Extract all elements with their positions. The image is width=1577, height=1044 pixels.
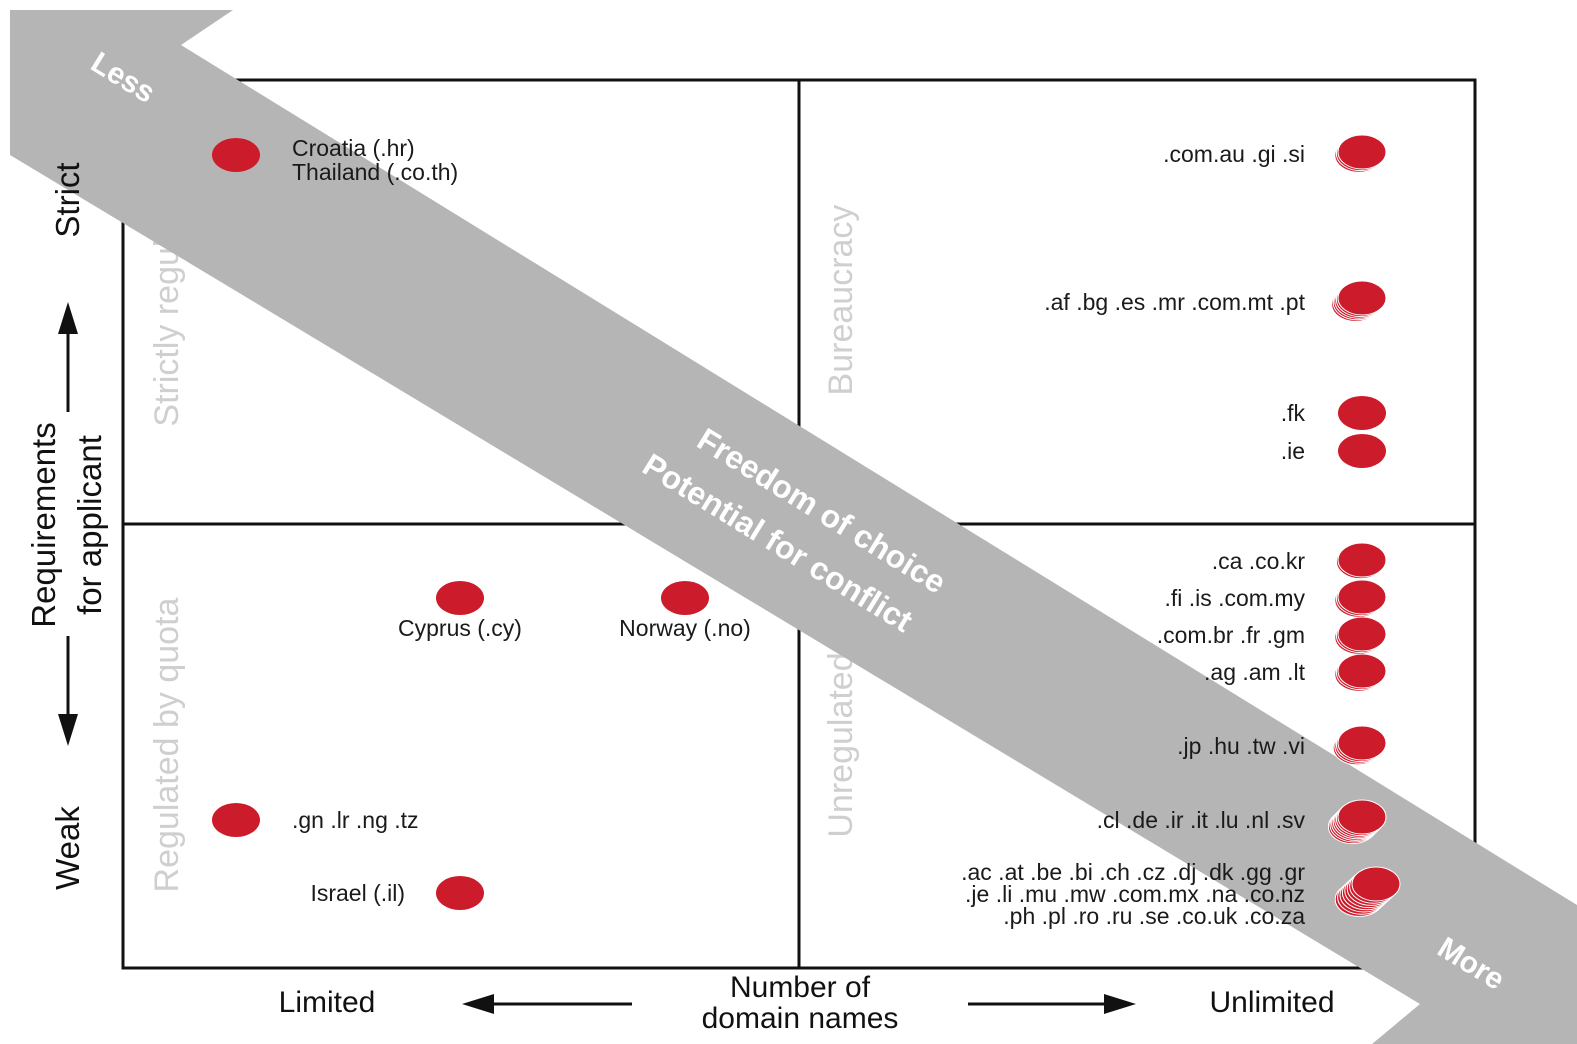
dot-com-br-group-disc: [1337, 616, 1387, 652]
x-axis-limited-label: Limited: [279, 986, 376, 1019]
arrow-up-icon: [58, 302, 78, 334]
label-big-group-line2: .je .li .mu .mw .com.mx .na .co.nz: [965, 881, 1305, 907]
y-axis-weak-label: Weak: [49, 806, 86, 890]
x-axis: Limited Unlimited Number of domain names: [279, 971, 1335, 1035]
quadrant-label-bureaucracy: Bureaucracy: [822, 205, 860, 396]
dot-big-group-disc: [1351, 866, 1401, 902]
label-af-group: .af .bg .es .mr .com.mt .pt: [1044, 289, 1305, 315]
dot-big-group: [1334, 866, 1401, 917]
dot-jp-group: [1332, 725, 1387, 766]
dot-fi-group: [1334, 579, 1387, 618]
label-ca-group: .ca .co.kr: [1212, 548, 1306, 574]
dot-fi-group-disc: [1337, 579, 1387, 615]
freedom-band: Less More Freedom of choice Potential fo…: [10, 10, 1577, 1044]
dot-ca-group: [1335, 542, 1387, 580]
label-com-au-group: .com.au .gi .si: [1163, 141, 1305, 167]
point-labels: Croatia (.hr) Thailand (.co.th) Cyprus (…: [292, 135, 1306, 929]
y-axis: Strict Weak Requirements for applicant: [25, 162, 108, 889]
label-ag-group: .ag .am .lt: [1204, 659, 1306, 685]
dot-gn-group-disc: [212, 803, 260, 837]
dot-norway-disc: [661, 581, 709, 615]
label-ie: .ie: [1281, 438, 1305, 464]
label-fi-group: .fi .is .com.my: [1164, 585, 1305, 611]
dot-com-au-group-disc: [1337, 134, 1387, 170]
band-arrow-shape: [10, 10, 1577, 1044]
dot-ag-group-disc: [1337, 653, 1387, 689]
dot-croatia-thailand-disc: [212, 138, 260, 172]
dot-com-br-group: [1334, 616, 1387, 655]
x-axis-title-line2: domain names: [702, 1002, 899, 1035]
x-axis-unlimited-label: Unlimited: [1209, 986, 1334, 1019]
dot-cl-group: [1327, 799, 1387, 845]
dot-fk: [1338, 396, 1386, 430]
dots-layer: [212, 134, 1401, 917]
dot-norway: [661, 581, 709, 615]
label-fk: .fk: [1281, 400, 1306, 426]
dot-cl-group-disc: [1337, 799, 1387, 835]
dot-ie: [1338, 434, 1386, 468]
dot-croatia-thailand: [212, 138, 260, 172]
dot-ca-group-disc: [1337, 542, 1387, 578]
label-thailand: Thailand (.co.th): [292, 159, 458, 185]
arrow-left-icon: [462, 994, 494, 1014]
label-cyprus: Cyprus (.cy): [398, 615, 522, 641]
label-croatia: Croatia (.hr): [292, 135, 415, 161]
dot-af-group: [1331, 280, 1387, 322]
label-gn-group: .gn .lr .ng .tz: [292, 807, 419, 833]
label-big-group-line1: .ac .at .be .bi .ch .cz .dj .dk .gg .gr: [961, 859, 1305, 885]
y-axis-title-line1: Requirements: [25, 422, 62, 627]
dot-ie-disc: [1338, 434, 1386, 468]
dot-cyprus: [436, 581, 484, 615]
dot-ag-group: [1334, 653, 1387, 692]
label-cl-group: .cl .de .ir .it .lu .nl .sv: [1097, 807, 1306, 833]
dot-gn-group: [212, 803, 260, 837]
dot-af-group-disc: [1337, 280, 1387, 316]
y-axis-title-line2: for applicant: [71, 435, 108, 615]
dot-fk-disc: [1338, 396, 1386, 430]
quadrant-label-unregulated: Unregulated: [822, 652, 860, 837]
label-israel: Israel (.il): [310, 880, 405, 906]
quadrant-label-regulated-by-quota: Regulated by quota: [148, 597, 186, 892]
dot-cyprus-disc: [436, 581, 484, 615]
x-axis-title-line1: Number of: [730, 971, 871, 1004]
label-com-br-group: .com.br .fr .gm: [1157, 622, 1305, 648]
label-norway: Norway (.no): [619, 615, 751, 641]
y-axis-strict-label: Strict: [49, 162, 86, 237]
dot-com-au-group: [1334, 134, 1387, 173]
arrow-right-icon: [1104, 994, 1136, 1014]
dot-israel-disc: [436, 876, 484, 910]
dot-israel: [436, 876, 484, 910]
dot-jp-group-disc: [1337, 725, 1387, 761]
label-jp-group: .jp .hu .tw .vi: [1177, 733, 1305, 759]
arrow-down-icon: [58, 714, 78, 746]
label-big-group-line3: .ph .pl .ro .ru .se .co.uk .co.za: [1003, 903, 1305, 929]
